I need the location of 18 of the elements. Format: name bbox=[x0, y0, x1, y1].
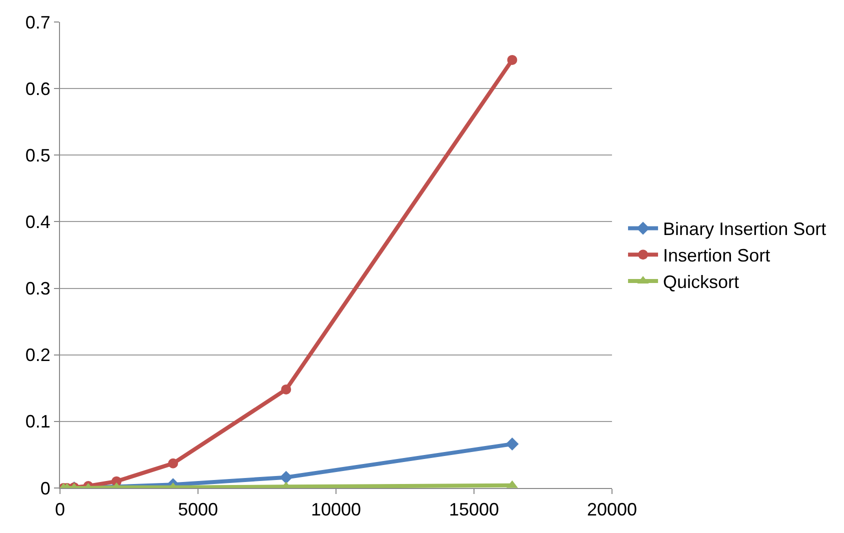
y-tick-label: 0.3 bbox=[25, 278, 50, 299]
y-tick-label: 0.6 bbox=[25, 78, 50, 99]
point bbox=[281, 384, 292, 394]
y-tick-label: 0 bbox=[40, 478, 50, 498]
legend-label: Quicksort bbox=[663, 272, 740, 292]
x-tick-label: 5000 bbox=[178, 500, 218, 520]
y-tick-label: 0.2 bbox=[25, 345, 50, 366]
x-tick-label: 15000 bbox=[448, 500, 500, 520]
y-tick-label: 0.7 bbox=[25, 12, 50, 32]
point bbox=[507, 54, 518, 65]
y-tick-label: 0.1 bbox=[25, 412, 50, 432]
y-tick-label: 0.4 bbox=[25, 212, 50, 232]
legend-label: Insertion Sort bbox=[663, 246, 770, 266]
x-tick-label: 20000 bbox=[586, 500, 638, 520]
x-tick-label: 0 bbox=[54, 500, 66, 520]
x-tick-label: 10000 bbox=[310, 500, 362, 520]
legend-label: Binary Insertion Sort bbox=[663, 219, 826, 240]
y-tick-label: 0.5 bbox=[25, 145, 50, 166]
